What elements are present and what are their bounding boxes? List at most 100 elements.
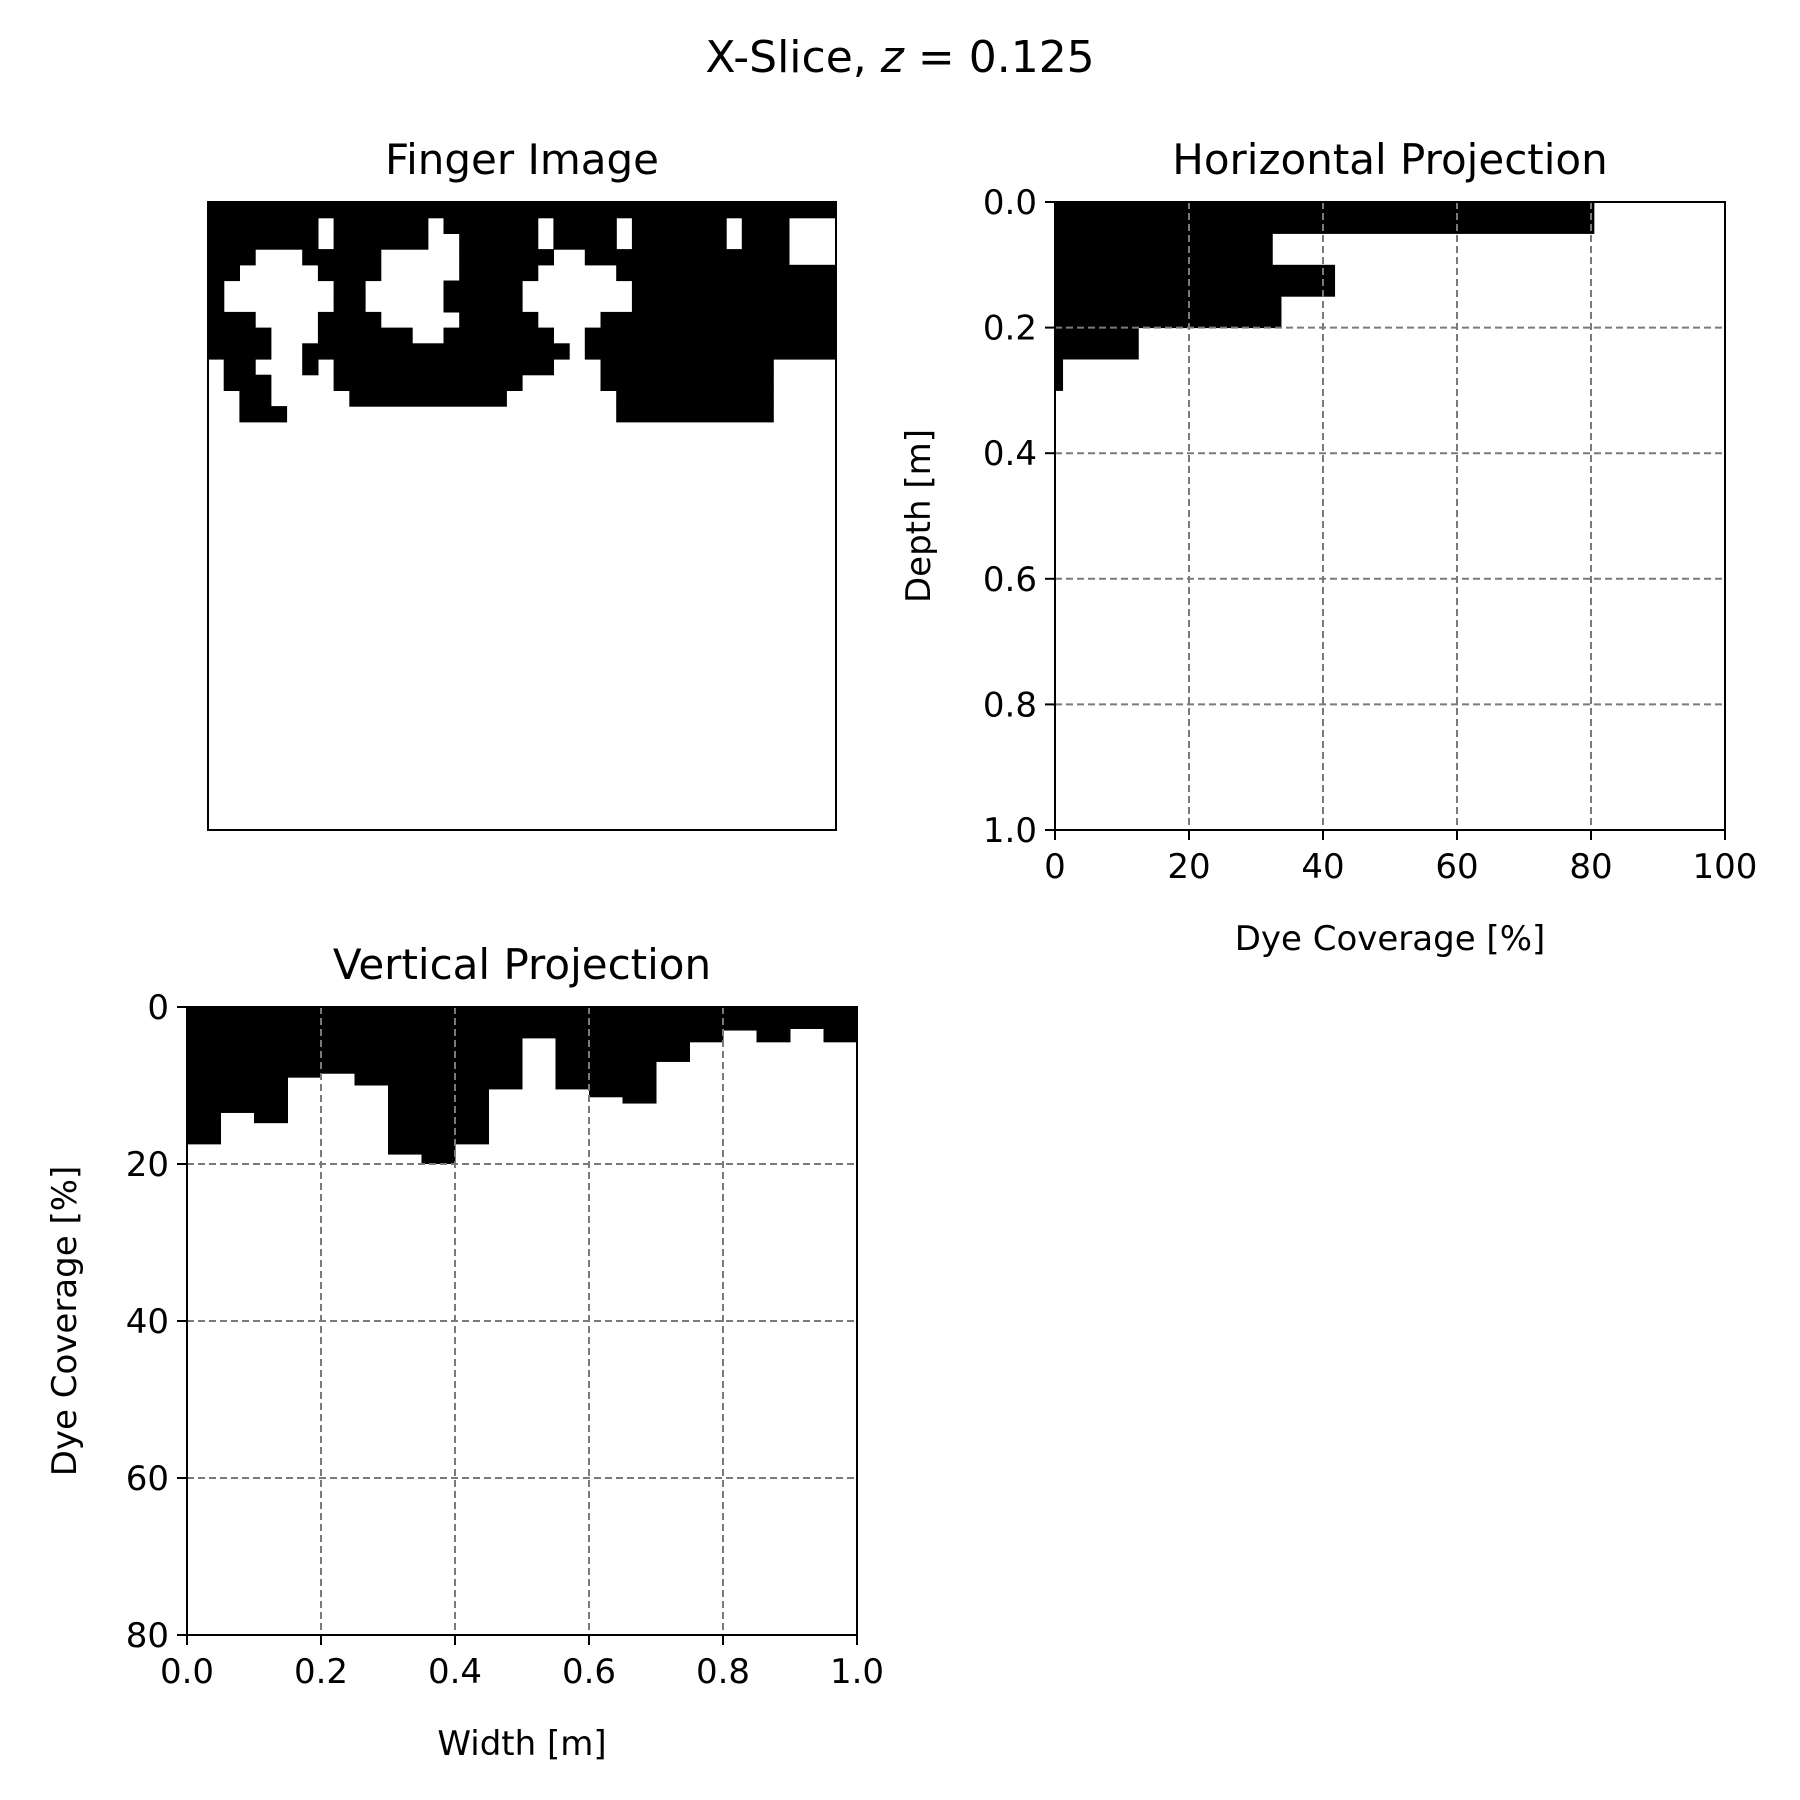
x-tick-label: 80 (1569, 847, 1612, 887)
horizontal-projection-ylabel: Depth [m] (899, 429, 939, 603)
dye-pixel-run (616, 406, 774, 423)
y-tick-label: 0.6 (983, 560, 1037, 600)
dye-pixel-run (631, 233, 727, 250)
horizontal-projection-bar (1055, 202, 1595, 234)
vertical-projection-bar (388, 1007, 422, 1155)
dye-pixel-run (349, 390, 507, 407)
dye-pixel-run (223, 359, 256, 376)
vertical-projection-title: Vertical Projection (333, 940, 711, 989)
dye-pixel-run (333, 280, 366, 297)
dye-pixel-run (208, 280, 225, 297)
dye-pixel-run (616, 264, 837, 282)
vertical-projection-bar (321, 1007, 355, 1074)
y-tick-label: 0 (147, 988, 169, 1028)
y-tick-label: 20 (126, 1145, 169, 1185)
dye-pixel-run (317, 327, 413, 344)
dye-pixel-run (459, 264, 539, 282)
dye-pixel-run (553, 233, 617, 250)
vertical-projection-grid (187, 1007, 857, 1635)
horizontal-projection-grid (1055, 202, 1725, 830)
vertical-projection-bar (522, 1007, 556, 1039)
dye-pixel-run (208, 327, 272, 344)
y-tick-label: 0.8 (983, 685, 1037, 725)
dye-pixel-run (631, 280, 837, 297)
dye-pixel-run (333, 233, 429, 250)
vertical-projection-xlabel: Width [m] (437, 1724, 606, 1764)
y-tick-label: 40 (126, 1302, 169, 1342)
dye-pixel-run (631, 217, 727, 234)
x-tick-label: 20 (1167, 847, 1210, 887)
vertical-projection-bar (823, 1007, 858, 1043)
dye-pixel-run (553, 217, 617, 234)
dye-pixel-run (333, 217, 429, 234)
vertical-projection-bar (187, 1007, 221, 1145)
dye-pixel-run (208, 343, 272, 360)
finger-image-frame (207, 201, 837, 831)
x-tick-label: 100 (1693, 847, 1758, 887)
horizontal-projection-bars (1055, 202, 1595, 391)
dye-pixel-run (208, 311, 256, 329)
vertical-projection-bar (488, 1007, 523, 1090)
dye-pixel-run (302, 249, 382, 266)
finger-image-panel: Finger Image (207, 135, 837, 831)
dye-pixel-run (302, 343, 570, 360)
x-tick-label: 1.0 (830, 1652, 884, 1692)
vertical-projection-bar (354, 1007, 389, 1086)
vertical-projection-bar (723, 1007, 757, 1031)
horizontal-projection-bar (1055, 327, 1139, 360)
vertical-projection-bar (421, 1007, 456, 1164)
y-tick-label: 60 (126, 1459, 169, 1499)
dye-pixel-run (584, 327, 837, 344)
horizontal-projection-y-ticks: 0.0 0.2 0.4 0.6 0.8 1.0 (983, 183, 1055, 851)
dye-pixel-run (208, 233, 319, 250)
vertical-projection-bar (790, 1007, 824, 1029)
dye-pixel-run (584, 343, 837, 360)
vertical-projection-x-ticks: 0.0 0.2 0.4 0.6 0.8 1.0 (160, 1635, 884, 1692)
finger-image-pixels (208, 202, 837, 423)
dye-pixel-run (616, 390, 774, 407)
x-tick-label: 40 (1301, 847, 1344, 887)
dye-pixel-run (459, 249, 554, 266)
x-tick-label: 0.6 (562, 1652, 616, 1692)
dye-pixel-run (584, 249, 790, 266)
vertical-projection-bar (287, 1007, 322, 1078)
vertical-projection-bar (689, 1007, 724, 1043)
x-tick-label: 0.8 (696, 1652, 750, 1692)
dye-pixel-run (208, 249, 256, 266)
horizontal-projection-x-ticks: 0 20 40 60 80 100 (1044, 830, 1757, 887)
dye-pixel-run (317, 311, 382, 329)
vertical-projection-ylabel: Dye Coverage [%] (45, 1166, 85, 1477)
vertical-projection-bar (589, 1007, 623, 1098)
dye-pixel-run (333, 359, 554, 376)
suptitle-prefix: X-Slice, (705, 32, 880, 83)
dye-pixel-run (600, 374, 774, 391)
dye-pixel-run (333, 374, 523, 391)
vertical-projection-bar (455, 1007, 489, 1145)
x-tick-label: 60 (1435, 847, 1478, 887)
vertical-projection-bar (656, 1007, 690, 1062)
dye-pixel-run (443, 296, 523, 313)
figure-suptitle: X-Slice, z = 0.125 (705, 32, 1094, 83)
x-tick-label: 0.4 (428, 1652, 482, 1692)
dye-pixel-run (459, 233, 539, 250)
horizontal-projection-bar (1055, 264, 1336, 297)
dye-pixel-run (443, 327, 554, 344)
y-tick-label: 0.2 (983, 309, 1037, 349)
x-tick-label: 0 (1044, 847, 1066, 887)
horizontal-projection-xlabel: Dye Coverage [%] (1235, 919, 1546, 959)
vertical-projection-bar (756, 1007, 791, 1043)
suptitle-value: = 0.125 (904, 32, 1095, 83)
dye-pixel-run (459, 311, 539, 329)
horizontal-projection-panel: Horizontal Projection 0 20 40 60 80 100 0.00.… (899, 135, 1757, 959)
dye-pixel-run (317, 264, 382, 282)
suptitle-variable: z (880, 32, 905, 83)
horizontal-projection-frame (1054, 201, 1726, 831)
y-tick-label: 0.4 (983, 434, 1037, 474)
dye-pixel-run (600, 311, 837, 329)
dye-pixel-run (302, 359, 319, 376)
horizontal-projection-title: Horizontal Projection (1172, 135, 1607, 184)
horizontal-projection-bar (1055, 233, 1273, 266)
vertical-projection-y-ticks: 0 20 40 60 80 (126, 988, 187, 1656)
dye-pixel-run (208, 217, 319, 234)
dye-pixel-run (208, 296, 225, 313)
